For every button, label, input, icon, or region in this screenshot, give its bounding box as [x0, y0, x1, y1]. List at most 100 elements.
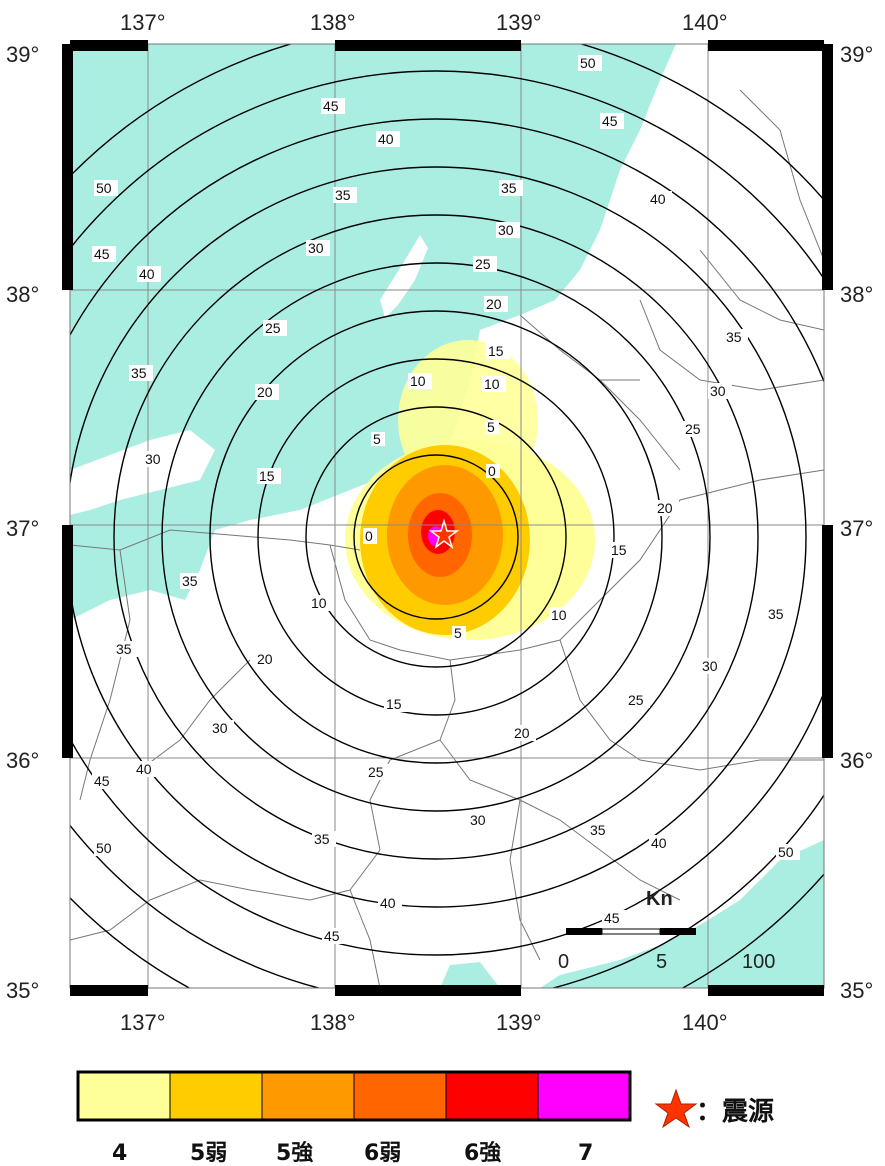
legend-label: 7: [578, 1141, 593, 1166]
svg-text:25: 25: [628, 692, 644, 708]
graticule: [70, 44, 824, 988]
contour-label: 0: [363, 528, 377, 544]
contour-label: 50: [94, 840, 118, 856]
svg-text:10: 10: [311, 595, 327, 611]
svg-text:35: 35: [131, 365, 147, 381]
distance-contours: [70, 44, 824, 988]
lat-tick: 37°: [6, 516, 39, 541]
lon-ticks-bottom: 137° 138° 139° 140°: [120, 1010, 728, 1035]
legend-label: 4: [112, 1141, 127, 1166]
contour-labels: 0 0 5 5 5 10 10 10 10 15 15 15 15 20 20 …: [92, 55, 800, 944]
contour-label: 45: [92, 246, 116, 262]
epicenter-legend: ：震源: [654, 1088, 774, 1129]
lat-ticks-right: 39° 38° 37° 36° 35°: [840, 42, 873, 1003]
contour-label: 20: [512, 725, 536, 741]
svg-text:30: 30: [145, 451, 161, 467]
lat-tick: 38°: [840, 282, 873, 307]
svg-text:0: 0: [488, 463, 496, 479]
legend-swatch-4: [77, 1071, 171, 1121]
contour-label: 25: [473, 256, 497, 272]
contour-label: 35: [114, 641, 138, 657]
contour-label: 35: [724, 329, 748, 345]
svg-text:35: 35: [768, 606, 784, 622]
svg-text:40: 40: [650, 191, 666, 207]
contour-label: 25: [263, 320, 287, 336]
lat-tick: 36°: [6, 748, 39, 773]
svg-text:15: 15: [386, 696, 402, 712]
contour-label: 15: [609, 542, 633, 558]
svg-text:35: 35: [314, 831, 330, 847]
lat-tick: 36°: [840, 748, 873, 773]
contour-label: 10: [408, 373, 432, 389]
contour-label: 10: [482, 376, 506, 392]
contour-label: 40: [648, 191, 672, 207]
contour-label: 20: [255, 384, 279, 400]
svg-text:35: 35: [116, 641, 132, 657]
svg-text:30: 30: [470, 812, 486, 828]
pacific-sea: [540, 840, 824, 988]
svg-text:20: 20: [657, 500, 673, 516]
lon-tick: 138°: [310, 1010, 356, 1035]
legend-swatch-5-lower: [169, 1071, 263, 1121]
svg-text:30: 30: [710, 383, 726, 399]
bay-sea: [440, 962, 500, 988]
contour-label: 15: [384, 696, 408, 712]
lat-tick: 35°: [840, 978, 873, 1003]
contour-label: 30: [210, 720, 234, 736]
contour-label: 20: [255, 651, 279, 667]
intensity-legend: 4 5弱 5強 6弱 6強 7: [76, 1070, 632, 1166]
contour-label: 35: [499, 180, 523, 196]
contour-label: 30: [708, 383, 732, 399]
contour-label: 30: [306, 240, 330, 256]
contour-label: 45: [600, 113, 624, 129]
contour-label: 5: [485, 419, 499, 435]
svg-text:35: 35: [726, 329, 742, 345]
contour-label: 40: [649, 835, 673, 851]
svg-text:5: 5: [454, 625, 462, 641]
contour-label: 35: [766, 606, 790, 622]
svg-text:25: 25: [265, 320, 281, 336]
contour-label: 25: [683, 421, 707, 437]
svg-text:45: 45: [602, 113, 618, 129]
svg-text:35: 35: [590, 822, 606, 838]
map-border: [62, 40, 833, 996]
contour-label: 20: [655, 500, 679, 516]
contour-label: 35: [588, 822, 612, 838]
svg-text:10: 10: [484, 376, 500, 392]
boundaries: [70, 89, 824, 988]
noto-peninsula: [70, 430, 215, 515]
svg-text:40: 40: [378, 131, 394, 147]
legend-label: 6強: [464, 1140, 501, 1166]
lat-tick: 38°: [6, 282, 39, 307]
lon-tick: 137°: [120, 10, 166, 35]
lon-tick: 139°: [496, 1010, 542, 1035]
svg-text:25: 25: [475, 256, 491, 272]
legend-label: 5強: [276, 1140, 313, 1166]
svg-text:45: 45: [94, 773, 110, 789]
legend-label: 6弱: [364, 1141, 401, 1166]
svg-text:20: 20: [257, 384, 273, 400]
svg-text:10: 10: [410, 373, 426, 389]
svg-text:50: 50: [96, 180, 112, 196]
svg-text:15: 15: [611, 542, 627, 558]
svg-text:35: 35: [501, 180, 517, 196]
svg-text:5: 5: [373, 431, 381, 447]
svg-text:5: 5: [487, 419, 495, 435]
svg-text:15: 15: [488, 343, 504, 359]
svg-text:50: 50: [778, 844, 794, 860]
svg-text:45: 45: [604, 910, 620, 926]
legend-border: [76, 1070, 632, 1122]
contour-label: 40: [137, 266, 161, 282]
svg-text:30: 30: [212, 720, 228, 736]
svg-text:15: 15: [259, 468, 275, 484]
contour-label: 30: [468, 812, 492, 828]
contour-label: 5: [452, 625, 466, 641]
contour-label: 50: [578, 55, 602, 71]
legend-swatch-6-lower: [353, 1071, 447, 1121]
contour-label: 40: [134, 761, 158, 777]
svg-text:40: 40: [136, 761, 152, 777]
svg-text:40: 40: [139, 266, 155, 282]
contour-label: 35: [180, 573, 204, 589]
contour-label: 40: [378, 895, 402, 911]
